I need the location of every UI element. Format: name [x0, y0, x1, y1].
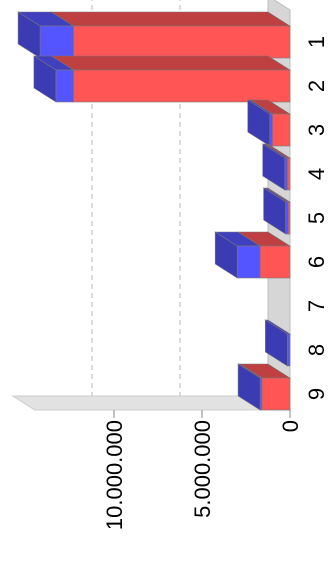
bar-top-2-series-1 [50, 55, 292, 71]
bar-4-series-2 [284, 157, 288, 191]
bar-6-series-1 [259, 245, 291, 279]
bar-4-series-1 [287, 157, 291, 191]
bar-5-series-2 [285, 201, 289, 235]
bar-1-series-1 [73, 25, 291, 59]
bar-end-4 [262, 143, 286, 191]
bar-end-1 [17, 11, 41, 59]
bar-end-2 [33, 55, 57, 103]
bar-6-series-2 [236, 245, 261, 279]
category-label-2: 2 [304, 80, 329, 92]
category-label-1: 1 [304, 36, 329, 48]
category-label-7: 7 [304, 300, 329, 312]
category-label-4: 4 [304, 168, 329, 180]
bar-end-6 [214, 231, 238, 279]
bar-2-series-1 [73, 69, 291, 103]
y-tick-label: 10.000.000 [102, 420, 127, 530]
bar-2-series-2 [55, 69, 74, 103]
category-label-6: 6 [304, 256, 329, 268]
bar-1-series-2 [39, 25, 74, 59]
bar-end-3 [247, 99, 271, 147]
category-label-9: 9 [304, 388, 329, 400]
bar-end-9 [237, 363, 261, 411]
bar-3-series-1 [272, 113, 291, 147]
bar-top-1-series-1 [50, 11, 292, 27]
category-label-5: 5 [304, 212, 329, 224]
bar-8-series-2 [287, 333, 291, 367]
y-tick-label: 0 [278, 420, 303, 432]
category-label-3: 3 [304, 124, 329, 136]
bar-end-5 [263, 187, 286, 235]
bar-end-8 [265, 319, 288, 367]
bar-9-series-1 [261, 377, 291, 411]
bar-3-series-2 [269, 113, 273, 147]
y-tick-label: 5.000.000 [190, 420, 215, 518]
category-label-8: 8 [304, 344, 329, 356]
